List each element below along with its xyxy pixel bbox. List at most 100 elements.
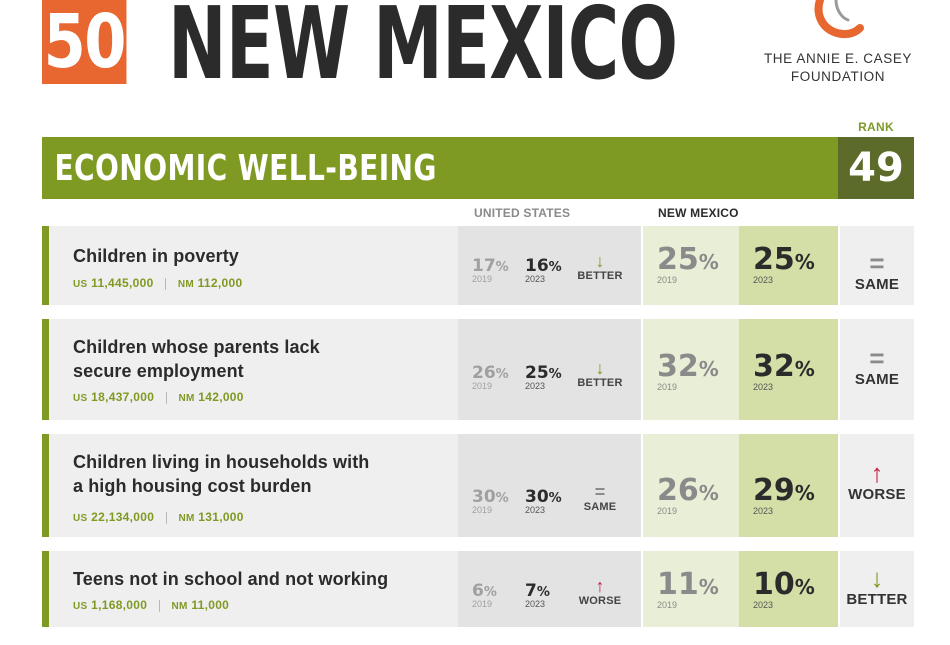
percent-sign: % xyxy=(495,367,509,382)
nm-2019-cell: 11% 2019 xyxy=(643,551,739,627)
nm-2023-number: 10 xyxy=(753,567,795,602)
year-label: 2019 xyxy=(657,506,678,516)
indicator-label-cell: Children in poverty US 11,445,000 NM 112… xyxy=(49,226,458,305)
nm-count-label: NM xyxy=(177,279,194,290)
us-count: 22,134,000 xyxy=(91,510,155,524)
us-values-cell: 17% 2019 16% 2023 ↓ BETTER xyxy=(458,226,641,305)
us-count: 1,168,000 xyxy=(91,598,148,612)
us-2019-number: 17 xyxy=(472,256,496,276)
nm-count: 142,000 xyxy=(198,390,244,404)
count-divider xyxy=(158,599,160,612)
us-2023-value: 30% 2023 xyxy=(525,487,562,515)
year-label: 2023 xyxy=(525,599,546,609)
nm-2019-value: 11% 2019 xyxy=(657,567,719,610)
year-label: 2019 xyxy=(472,381,493,391)
nm-2023-number: 29 xyxy=(753,473,795,508)
percent-sign: % xyxy=(698,250,719,274)
us-2023-number: 7 xyxy=(525,581,537,601)
indicator-counts: US 22,134,000 NM 131,000 xyxy=(73,510,244,524)
nm-trend-icon: = xyxy=(869,248,885,278)
year-label: 2019 xyxy=(472,599,493,609)
indicator-title-line: Children whose parents lack xyxy=(73,337,320,357)
nm-2019-cell: 25% 2019 xyxy=(643,226,739,305)
year-label: 2019 xyxy=(472,505,493,515)
indicator-title-line: Teens not in school and not working xyxy=(73,569,389,589)
logo-line-1: THE ANNIE E. CASEY xyxy=(763,51,913,66)
nm-trend-cell: ↑ WORSE xyxy=(840,434,914,537)
nm-2023-number: 32 xyxy=(753,349,795,384)
count-divider xyxy=(165,391,167,404)
us-trend-icon: ↓ xyxy=(595,251,605,271)
rank-label: RANK xyxy=(858,120,894,134)
us-count-label: US xyxy=(73,513,88,524)
indicator-row: Children whose parents lack secure employ… xyxy=(42,319,914,420)
us-count-label: US xyxy=(73,279,88,290)
year-label: 2019 xyxy=(657,275,678,285)
indicator-label-cell: Children living in households with a high… xyxy=(49,434,458,537)
nm-count: 112,000 xyxy=(197,276,243,290)
indicator-counts: US 11,445,000 NM 112,000 xyxy=(73,276,242,290)
section-header: ECONOMIC WELL-BEING xyxy=(42,137,838,199)
indicator-label-cell: Children whose parents lack secure employ… xyxy=(49,319,458,420)
nm-2023-number: 25 xyxy=(753,242,795,277)
percent-sign: % xyxy=(794,575,815,599)
nm-trend-cell: ↓ BETTER xyxy=(840,551,914,627)
nm-trend: ↑ WORSE xyxy=(840,460,914,503)
foundation-logo-icon xyxy=(814,0,864,39)
nm-trend-icon: ↓ xyxy=(870,563,884,593)
indicator-title: Teens not in school and not working xyxy=(73,567,388,591)
nm-2023-value: 25% 2023 xyxy=(753,242,815,285)
nm-2019-cell: 32% 2019 xyxy=(643,319,739,420)
nm-count-label: NM xyxy=(178,393,195,404)
us-2023-value: 25% 2023 xyxy=(525,363,562,391)
us-2019-number: 26 xyxy=(472,363,496,383)
us-count: 18,437,000 xyxy=(91,390,155,404)
nm-2019-number: 25 xyxy=(657,242,699,277)
percent-sign: % xyxy=(698,575,719,599)
year-label: 2019 xyxy=(657,600,678,610)
row-accent-bar xyxy=(42,226,49,305)
indicator-title: Children living in households with a high… xyxy=(73,450,369,498)
percent-sign: % xyxy=(794,250,815,274)
us-count-label: US xyxy=(73,601,88,612)
percent-sign: % xyxy=(548,260,562,275)
indicator-counts: US 1,168,000 NM 11,000 xyxy=(73,598,229,612)
year-label: 2019 xyxy=(657,382,678,392)
percent-sign: % xyxy=(495,491,509,506)
us-values-cell: 26% 2019 25% 2023 ↓ BETTER xyxy=(458,319,641,420)
percent-sign: % xyxy=(698,481,719,505)
percent-sign: % xyxy=(794,481,815,505)
percent-sign: % xyxy=(483,585,497,600)
us-trend-label: BETTER xyxy=(577,377,623,389)
indicator-title-line: Children in poverty xyxy=(73,246,239,266)
section-title: ECONOMIC WELL-BEING xyxy=(54,147,437,189)
percent-sign: % xyxy=(548,367,562,382)
indicator-title: Children in poverty xyxy=(73,244,239,268)
indicator-row: Teens not in school and not working US 1… xyxy=(42,551,914,627)
nm-count-label: NM xyxy=(171,601,188,612)
nm-trend-label: BETTER xyxy=(846,591,908,608)
year-label: 2023 xyxy=(753,382,774,392)
indicator-row: Children in poverty US 11,445,000 NM 112… xyxy=(42,226,914,305)
us-2023-number: 16 xyxy=(525,256,549,276)
nm-trend-icon: = xyxy=(869,343,885,373)
nm-2019-cell: 26% 2019 xyxy=(643,434,739,537)
year-label: 2023 xyxy=(753,506,774,516)
percent-sign: % xyxy=(794,357,815,381)
us-2019-value: 17% 2019 xyxy=(472,256,509,284)
count-divider xyxy=(165,277,167,290)
year-label: 2023 xyxy=(525,274,546,284)
nm-2019-number: 32 xyxy=(657,349,699,384)
us-count-label: US xyxy=(73,393,88,404)
nm-count: 11,000 xyxy=(191,598,230,612)
row-accent-bar xyxy=(42,551,49,627)
nm-2019-number: 11 xyxy=(657,567,699,602)
us-trend-icon: ↓ xyxy=(595,358,605,378)
nm-count-label: NM xyxy=(178,513,195,524)
indicator-label-cell: Teens not in school and not working US 1… xyxy=(49,551,458,627)
nm-2023-cell: 29% 2023 xyxy=(739,434,838,537)
column-header-nm: NEW MEXICO xyxy=(658,206,739,220)
nm-2023-cell: 25% 2023 xyxy=(739,226,838,305)
us-trend-label: SAME xyxy=(583,501,617,513)
us-2019-number: 30 xyxy=(472,487,496,507)
